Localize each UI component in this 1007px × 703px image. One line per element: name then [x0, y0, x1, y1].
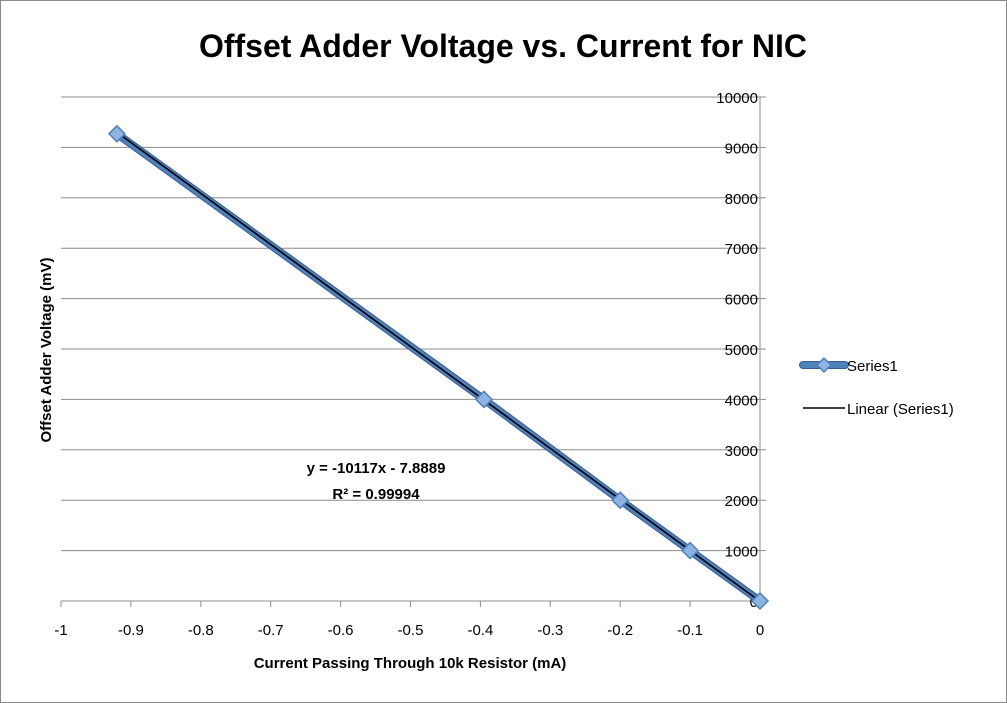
gridlines [61, 96, 760, 552]
series1-marker-2 [611, 491, 630, 510]
x-tick-label-9: -0.1 [677, 622, 703, 639]
x-tick-label-1: -0.9 [118, 622, 144, 639]
x-tick-label-10: 0 [756, 622, 764, 639]
series1-marker-3 [474, 390, 493, 409]
y-tick-label-8000: 8000 [725, 191, 758, 208]
trendline-r-squared: R² = 0.99994 [332, 486, 420, 503]
legend-trendline-label: Linear (Series1) [847, 401, 954, 418]
y-tick-labels: 0100020003000400050006000700080009000100… [716, 90, 758, 611]
legend-series1-marker [815, 356, 833, 374]
y-tick-label-10000: 10000 [716, 90, 758, 107]
x-tick-label-5: -0.5 [398, 622, 424, 639]
x-tick-label-3: -0.7 [258, 622, 284, 639]
x-tick-labels: -1 -0.9 -0.8 -0.7 -0.6 -0.5 -0.4 -0.3 -0.2 -0.1 0 [54, 622, 764, 639]
y-tick-label-5000: 5000 [725, 342, 758, 359]
y-tick-label-7000: 7000 [725, 241, 758, 258]
y-axis-title: Offset Adder Voltage (mV) [38, 257, 55, 442]
legend-series1-label: Series1 [847, 358, 898, 375]
legend: Series1 Linear (Series1) [799, 356, 954, 418]
x-axis-title: Current Passing Through 10k Resistor (mA… [254, 655, 567, 672]
chart-title: Offset Adder Voltage vs. Current for NIC [199, 28, 807, 64]
y-tick-label-6000: 6000 [725, 292, 758, 309]
y-tick-label-9000: 9000 [725, 140, 758, 157]
x-tick-label-6: -0.4 [467, 622, 493, 639]
x-tick-label-0: -1 [54, 622, 67, 639]
legend-series1-key [799, 356, 849, 374]
trendline-line [116, 131, 761, 603]
series1-marker-4 [107, 124, 126, 143]
y-tick-label-4000: 4000 [725, 392, 758, 409]
x-tick-label-7: -0.3 [537, 622, 563, 639]
trendline-equation: y = -10117x - 7.8889 [307, 460, 446, 477]
x-tick-label-2: -0.8 [188, 622, 214, 639]
y-tick-label-1000: 1000 [725, 544, 758, 561]
x-tick-label-4: -0.6 [328, 622, 354, 639]
y-tick-label-3000: 3000 [725, 443, 758, 460]
series-layer [107, 124, 770, 611]
y-tick-label-2000: 2000 [725, 493, 758, 510]
series1-marker-0 [750, 591, 770, 611]
x-tick-label-8: -0.2 [607, 622, 633, 639]
series1-marker-1 [681, 541, 700, 560]
